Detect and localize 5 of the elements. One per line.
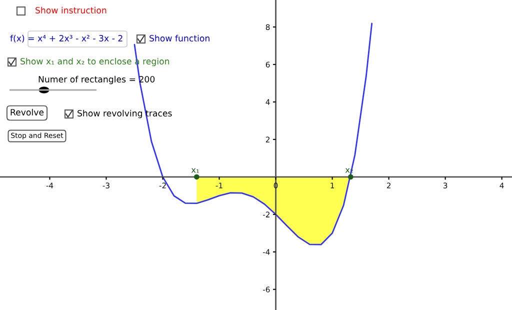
annotation: Show instruction — [36, 6, 106, 14]
annotation: x₁ — [191, 168, 199, 173]
annotation: Show function — [150, 34, 210, 42]
annotation: f(x) = x⁴ + 2x³ - x² - 3x - 2 — [10, 34, 122, 43]
annotation: Revolve — [10, 108, 44, 116]
